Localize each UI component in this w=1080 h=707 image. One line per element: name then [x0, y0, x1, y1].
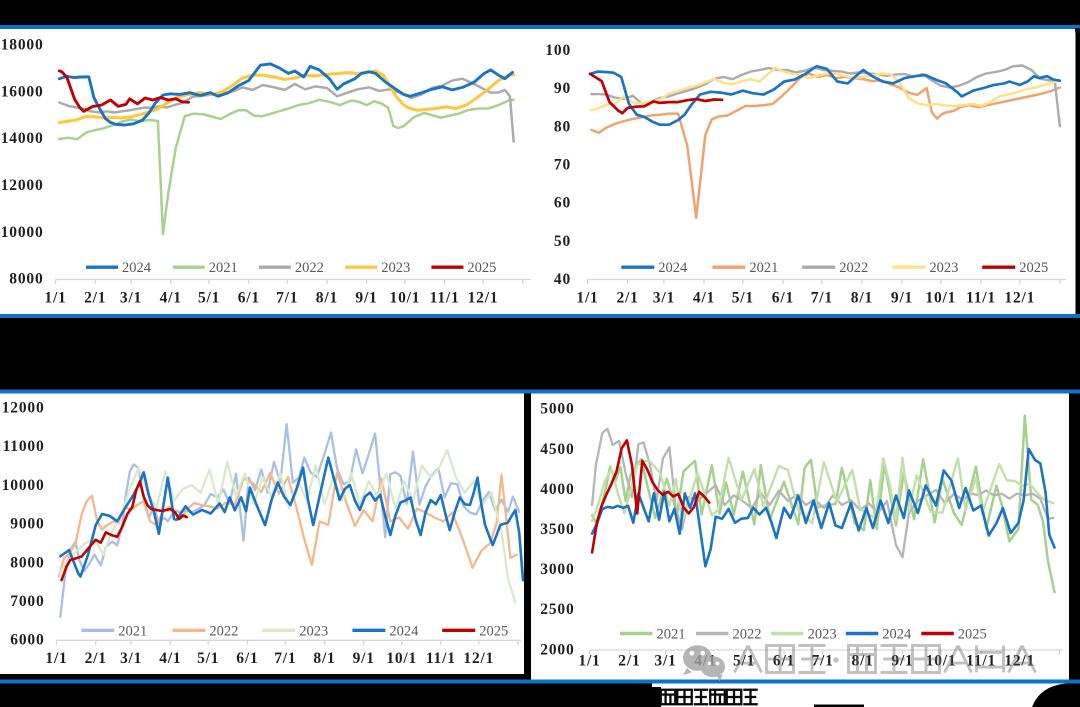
svg-text:2023: 2023 [929, 260, 958, 276]
svg-text:4/1: 4/1 [159, 650, 181, 667]
svg-text:12000: 12000 [2, 400, 45, 417]
svg-text:5/1: 5/1 [733, 653, 755, 670]
svg-text:2023: 2023 [381, 260, 410, 276]
svg-text:70: 70 [554, 157, 571, 174]
svg-text:1/1: 1/1 [576, 290, 598, 307]
svg-text:2025: 2025 [479, 623, 508, 639]
svg-text:8000: 8000 [9, 271, 43, 288]
svg-text:2024: 2024 [658, 260, 688, 276]
svg-text:11/1: 11/1 [426, 650, 456, 667]
svg-text:9/1: 9/1 [891, 290, 913, 307]
svg-text:3/1: 3/1 [653, 290, 675, 307]
svg-text:6/1: 6/1 [773, 653, 795, 670]
svg-text:7000: 7000 [10, 593, 44, 610]
svg-text:1/1: 1/1 [45, 650, 67, 667]
svg-text:16000: 16000 [1, 83, 44, 100]
svg-text:2500: 2500 [540, 601, 574, 618]
svg-text:8/1: 8/1 [851, 290, 873, 307]
svg-text:5/1: 5/1 [732, 290, 754, 307]
svg-text:4500: 4500 [540, 441, 574, 458]
svg-text:12000: 12000 [1, 177, 44, 194]
svg-text:80: 80 [554, 118, 571, 135]
svg-text:100: 100 [545, 42, 571, 59]
svg-text:8/1: 8/1 [316, 290, 338, 307]
svg-text:10/1: 10/1 [390, 290, 421, 307]
svg-text:7/1: 7/1 [274, 650, 296, 667]
svg-text:2025: 2025 [1019, 260, 1048, 276]
svg-text:12/1: 12/1 [1004, 653, 1035, 670]
svg-text:11/1: 11/1 [966, 653, 996, 670]
svg-text:6/1: 6/1 [236, 650, 258, 667]
svg-text:8/1: 8/1 [313, 650, 335, 667]
svg-text:2023: 2023 [299, 623, 328, 639]
svg-text:8000: 8000 [10, 554, 44, 571]
svg-text:10/1: 10/1 [926, 653, 957, 670]
svg-text:5000: 5000 [540, 401, 574, 418]
svg-text:6/1: 6/1 [238, 290, 260, 307]
svg-text:9/1: 9/1 [355, 290, 377, 307]
svg-text:1/1: 1/1 [578, 653, 600, 670]
svg-text:7/1: 7/1 [276, 290, 298, 307]
svg-text:12/1: 12/1 [463, 650, 494, 667]
svg-text:3000: 3000 [540, 561, 574, 578]
svg-text:6/1: 6/1 [772, 290, 794, 307]
svg-text:5/1: 5/1 [197, 650, 219, 667]
svg-text:2/1: 2/1 [85, 650, 107, 667]
svg-text:40: 40 [554, 271, 571, 288]
svg-text:14000: 14000 [1, 130, 44, 147]
svg-text:2024: 2024 [122, 260, 152, 276]
svg-text:1/1: 1/1 [44, 290, 66, 307]
svg-text:2022: 2022 [295, 260, 324, 276]
svg-text:10000: 10000 [2, 477, 45, 494]
svg-text:8/1: 8/1 [851, 653, 873, 670]
svg-text:4/1: 4/1 [160, 290, 182, 307]
svg-text:60: 60 [554, 195, 571, 212]
svg-text:4/1: 4/1 [693, 290, 715, 307]
svg-text:2024: 2024 [389, 623, 419, 639]
svg-text:5/1: 5/1 [198, 290, 220, 307]
svg-text:2023: 2023 [808, 627, 837, 643]
svg-text:9/1: 9/1 [891, 653, 913, 670]
svg-text:10/1: 10/1 [386, 650, 417, 667]
svg-text:3500: 3500 [540, 521, 574, 538]
svg-text:2021: 2021 [209, 260, 238, 276]
svg-text:2025: 2025 [467, 260, 496, 276]
svg-text:2000: 2000 [540, 641, 574, 658]
svg-text:2022: 2022 [733, 627, 762, 643]
svg-text:2/1: 2/1 [616, 290, 638, 307]
svg-text:7/1: 7/1 [811, 290, 833, 307]
svg-text:10000: 10000 [1, 224, 44, 241]
svg-text:4000: 4000 [540, 481, 574, 498]
svg-text:2/1: 2/1 [84, 290, 106, 307]
svg-text:11000: 11000 [3, 438, 45, 455]
svg-text:3/1: 3/1 [120, 650, 142, 667]
svg-text:2021: 2021 [118, 623, 147, 639]
svg-text:90: 90 [554, 80, 571, 97]
svg-text:2021: 2021 [657, 627, 686, 643]
svg-text:50: 50 [554, 233, 571, 250]
svg-text:12/1: 12/1 [1004, 290, 1035, 307]
svg-text:9/1: 9/1 [353, 650, 375, 667]
svg-text:2024: 2024 [882, 627, 912, 643]
svg-text:18000: 18000 [1, 37, 44, 54]
svg-text:3/1: 3/1 [654, 653, 676, 670]
svg-text:3/1: 3/1 [120, 290, 142, 307]
svg-text:2022: 2022 [209, 623, 238, 639]
svg-text:10/1: 10/1 [925, 290, 956, 307]
svg-text:11/1: 11/1 [966, 290, 996, 307]
svg-text:12/1: 12/1 [468, 290, 499, 307]
svg-text:2/1: 2/1 [618, 653, 640, 670]
svg-text:9000: 9000 [10, 516, 44, 533]
svg-text:11/1: 11/1 [430, 290, 460, 307]
svg-text:2025: 2025 [958, 627, 987, 643]
svg-text:2021: 2021 [749, 260, 778, 276]
svg-text:2022: 2022 [839, 260, 868, 276]
svg-text:6000: 6000 [10, 632, 44, 649]
svg-text:7/1: 7/1 [811, 653, 833, 670]
